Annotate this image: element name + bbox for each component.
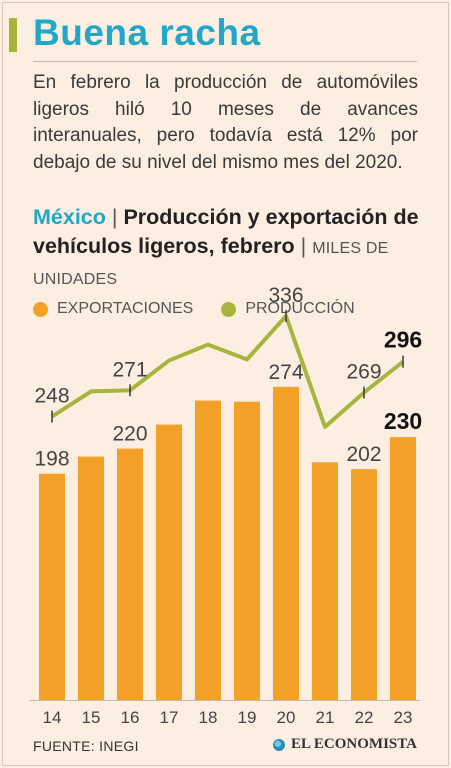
x-tick-label: 18: [199, 708, 218, 727]
bar-exports: [390, 437, 416, 700]
bar-exports: [117, 448, 143, 700]
bar-exports: [39, 473, 65, 700]
data-label-production: 269: [346, 361, 381, 384]
line-production: [50, 314, 405, 429]
legend-item-production: PRODUCCIÓN: [221, 300, 355, 318]
data-label-production: 271: [112, 358, 147, 381]
data-label-exports: 198: [34, 448, 69, 471]
x-tick-label: 19: [238, 708, 257, 727]
legend-item-exports: EXPORTACIONES: [33, 300, 193, 318]
bar-exports: [156, 424, 182, 700]
x-tick-label: 20: [277, 708, 296, 727]
bar-exports: [312, 462, 338, 700]
chart-title: Producción y exportación de vehículos li…: [33, 205, 419, 258]
title-accent-bar: [9, 18, 17, 52]
data-label-exports: 220: [112, 423, 147, 446]
data-label-production: 296: [384, 327, 422, 353]
bar-exports: [273, 386, 299, 700]
chart-legend: EXPORTACIONES PRODUCCIÓN: [33, 300, 383, 318]
legend-label-exports: EXPORTACIONES: [57, 300, 194, 317]
title-divider: [33, 61, 417, 62]
x-tick-label: 21: [316, 708, 335, 727]
heading-separator-units: |: [300, 234, 307, 258]
brand-globe-icon: [273, 738, 285, 751]
chart-units: MILES DE UNIDADES: [33, 240, 389, 288]
chart-country: México: [33, 205, 106, 229]
x-tick-label: 22: [355, 708, 374, 727]
bar-exports: [78, 456, 104, 700]
x-tick-label: 17: [160, 708, 179, 727]
page-title: Buena racha: [33, 12, 261, 53]
bar-exports: [351, 469, 377, 700]
heading-separator: |: [111, 205, 118, 229]
x-tick-label: 23: [394, 708, 413, 727]
data-label-exports: 202: [346, 443, 381, 466]
chart-heading: México | Producción y exportación de veh…: [33, 203, 428, 294]
brand-name: EL ECONOMISTA: [291, 736, 417, 752]
data-label-exports: 274: [268, 361, 303, 384]
data-label-production: 248: [34, 385, 69, 408]
legend-swatch-production: [221, 301, 237, 317]
source-note: FUENTE: INEGI: [33, 738, 139, 754]
x-tick-label: 14: [43, 708, 62, 727]
x-tick-label: 15: [82, 708, 101, 727]
intro-text: En febrero la producción de automóviles …: [33, 72, 418, 173]
data-label-production: 336: [268, 284, 303, 307]
brand-logo: EL ECONOMISTA: [273, 736, 417, 753]
legend-swatch-exports: [33, 301, 48, 317]
data-label-exports: 230: [384, 408, 422, 434]
legend-label-production: PRODUCCIÓN: [245, 300, 355, 317]
bar-exports: [195, 400, 221, 700]
bar-exports: [234, 401, 260, 700]
x-tick-label: 16: [121, 708, 140, 727]
